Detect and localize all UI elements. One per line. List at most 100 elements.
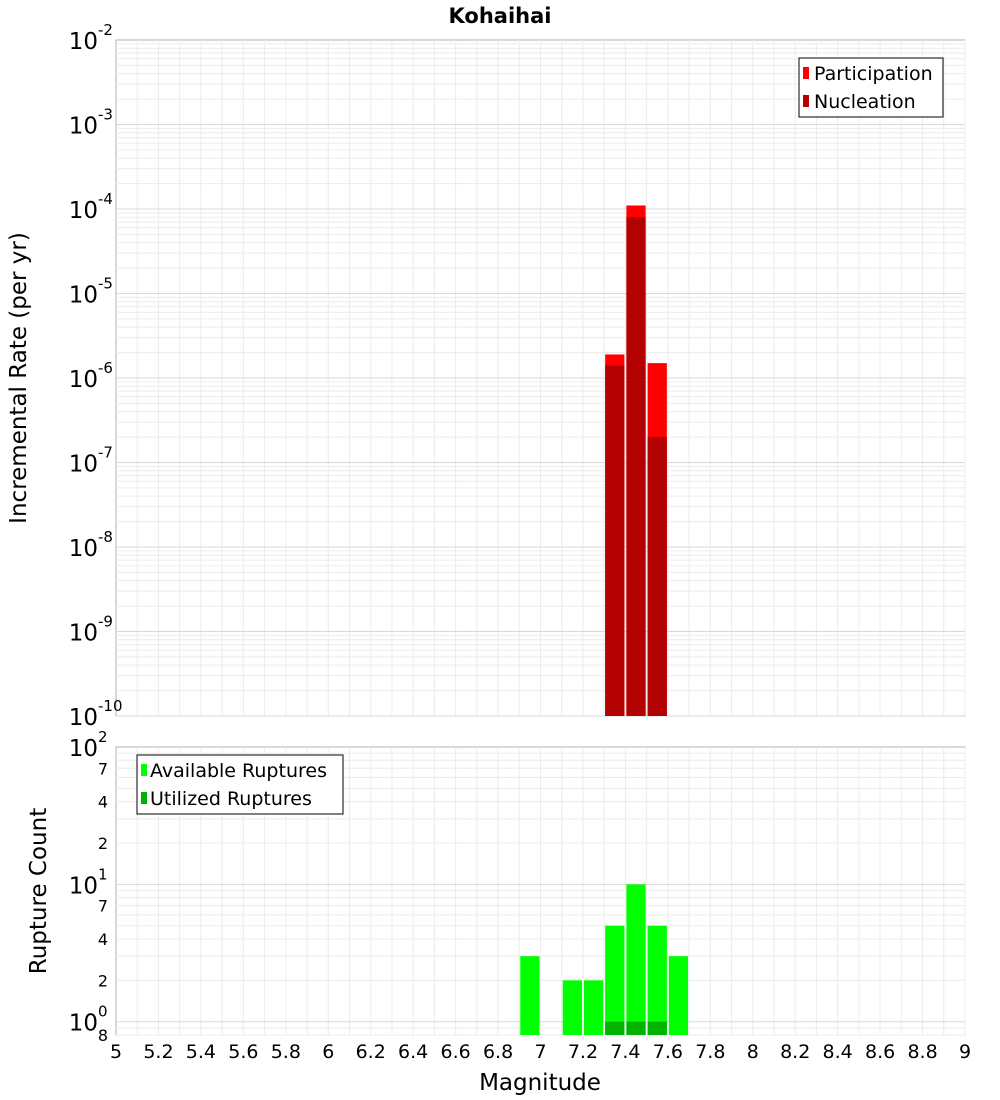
x-tick-label: 9 <box>959 1041 971 1063</box>
legend-swatch-nucleation <box>803 95 809 107</box>
x-tick-label: 5.8 <box>271 1041 301 1063</box>
bottom-legend: Available Ruptures Utilized Ruptures <box>136 754 344 815</box>
y-minor-tick-label: 7 <box>98 897 108 916</box>
x-tick-label: 7.4 <box>610 1041 640 1063</box>
y-tick-exponent: 2 <box>98 728 108 746</box>
y-tick-base: 10 <box>69 536 98 562</box>
top-legend-box <box>798 57 944 118</box>
y-tick-label: 10 1 <box>69 865 108 899</box>
y-tick-exponent: -8 <box>98 528 113 546</box>
y-tick-label: 10 2 <box>69 728 108 762</box>
x-tick-label: 8 <box>747 1041 759 1063</box>
available-ruptures-bar <box>562 980 582 1035</box>
legend-swatch-participation <box>803 67 809 79</box>
y-tick-base: 10 <box>69 283 98 309</box>
x-tick-label: 7.6 <box>653 1041 683 1063</box>
x-tick-label: 5.2 <box>143 1041 173 1063</box>
y-tick-label: 10 -4 <box>69 190 113 224</box>
y-tick-base: 10 <box>69 114 98 140</box>
y-tick-exponent: -9 <box>98 613 113 631</box>
y-tick-base: 10 <box>69 367 98 393</box>
y-tick-label: 10 -10 <box>69 697 123 731</box>
y-minor-tick-label: 4 <box>98 930 108 949</box>
top-bars <box>605 205 667 716</box>
available-ruptures-bar <box>605 925 625 1035</box>
y-tick-label: 10 -6 <box>69 359 113 393</box>
y-tick-base: 10 <box>69 29 98 55</box>
y-tick-label: 10 -2 <box>69 21 113 55</box>
x-axis-label: Magnitude <box>479 1070 601 1096</box>
available-ruptures-bar <box>668 956 689 1035</box>
y-tick-exponent: -2 <box>98 21 113 39</box>
x-tick-label: 8.6 <box>865 1041 895 1063</box>
x-ticks: 5 5.2 5.4 5.6 5.8 6 6.2 6.4 6.6 6.8 7 7.2 7.4 7.6 7.8 8… <box>110 1041 971 1063</box>
x-tick-label: 7.2 <box>568 1041 598 1063</box>
y-tick-exponent: -4 <box>98 190 113 208</box>
y-minor-tick-label: 2 <box>98 834 108 853</box>
x-tick-label: 7.8 <box>695 1041 725 1063</box>
available-ruptures-bar <box>647 925 667 1035</box>
top-chart-panel: 10-210-310-410-510-610-710-810-910-10 In… <box>6 21 966 731</box>
x-tick-label: 6.4 <box>398 1041 428 1063</box>
x-tick-label: 6 <box>322 1041 334 1063</box>
y-tick-label: 10 -8 <box>69 528 113 562</box>
y-tick-exponent: -6 <box>98 359 113 377</box>
top-y-axis-label: Incremental Rate (per yr) <box>6 232 32 524</box>
x-tick-label: 5.4 <box>186 1041 216 1063</box>
y-tick-base: 10 <box>69 621 98 647</box>
top-gridlines <box>116 40 966 717</box>
y-tick-exponent: 1 <box>98 865 108 883</box>
chart-title: Kohaihai <box>449 4 552 28</box>
x-tick-label: 8.4 <box>823 1041 853 1063</box>
x-tick-label: 5.6 <box>228 1041 258 1063</box>
x-tick-label: 8.8 <box>907 1041 937 1063</box>
utilized-ruptures-bar <box>605 1021 625 1035</box>
utilized-ruptures-bar <box>647 1021 667 1035</box>
legend-label-utilized-ruptures: Utilized Ruptures <box>150 788 312 810</box>
y-minor-tick-label: 7 <box>98 759 108 778</box>
x-tick-label: 7 <box>534 1041 546 1063</box>
y-minor-tick-label: 4 <box>98 793 108 812</box>
nucleation-bar <box>647 437 667 716</box>
bottom-y-axis-label: Rupture Count <box>26 808 52 974</box>
y-tick-base: 10 <box>69 705 98 731</box>
y-tick-base: 10 <box>69 198 98 224</box>
legend-label-nucleation: Nucleation <box>814 91 916 113</box>
utilized-ruptures-bar <box>626 1021 646 1035</box>
y-tick-base: 10 <box>69 736 98 762</box>
y-tick-base: 10 <box>69 452 98 478</box>
nucleation-bar <box>605 365 625 716</box>
y-tick-exponent: 0 <box>98 1003 108 1021</box>
x-tick-label: 6.8 <box>483 1041 513 1063</box>
x-tick-label: 6.6 <box>440 1041 470 1063</box>
y-minor-tick-label: 2 <box>98 971 108 990</box>
available-ruptures-bar <box>583 980 604 1035</box>
top-y-ticks: 10-210-310-410-510-610-710-810-910-10 <box>69 21 123 731</box>
y-tick-label: 10 -9 <box>69 613 113 647</box>
legend-swatch-utilized-ruptures <box>141 792 147 804</box>
legend-label-available-ruptures: Available Ruptures <box>150 760 327 782</box>
available-ruptures-bar <box>626 884 646 1035</box>
y-tick-exponent: -5 <box>98 275 113 293</box>
y-tick-label: 10 -5 <box>69 275 113 309</box>
y-minor-tick-label: 8 <box>98 1026 108 1045</box>
available-ruptures-bar <box>520 956 540 1035</box>
x-tick-label: 5 <box>110 1041 122 1063</box>
x-tick-label: 8.2 <box>780 1041 810 1063</box>
y-tick-label: 10 -7 <box>69 444 113 478</box>
nucleation-bar <box>626 217 646 716</box>
bottom-bars <box>520 884 689 1035</box>
top-legend: Participation Nucleation <box>798 57 944 118</box>
y-tick-exponent: -7 <box>98 444 113 462</box>
legend-label-participation: Participation <box>814 63 933 85</box>
y-tick-base: 10 <box>69 1011 98 1037</box>
y-tick-base: 10 <box>69 873 98 899</box>
y-tick-label: 10 -3 <box>69 106 113 140</box>
bottom-legend-box <box>136 754 344 815</box>
y-tick-label: 10 0 <box>69 1003 108 1037</box>
legend-swatch-available-ruptures <box>141 764 147 776</box>
x-tick-label: 6.2 <box>356 1041 386 1063</box>
